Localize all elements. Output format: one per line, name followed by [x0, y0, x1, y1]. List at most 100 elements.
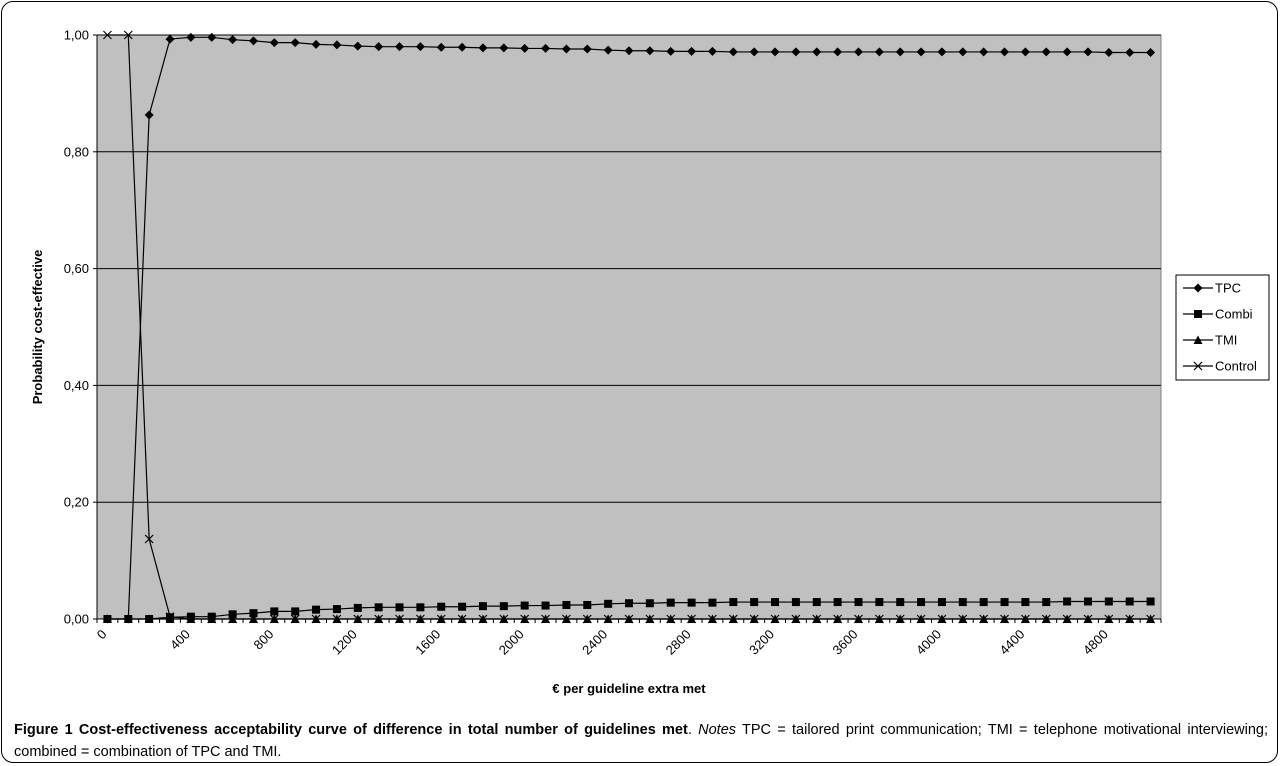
x-tick-label: 1200 — [329, 627, 360, 658]
data-point — [645, 614, 655, 624]
data-point — [604, 599, 613, 608]
data-point — [728, 47, 738, 57]
data-point — [1193, 335, 1203, 344]
data-point — [541, 601, 550, 610]
data-point — [520, 601, 529, 610]
notes-label: Notes — [698, 722, 737, 738]
data-point — [1083, 614, 1093, 624]
data-point — [687, 598, 696, 607]
data-point — [374, 42, 384, 52]
y-tick-label: 0,40 — [64, 378, 89, 393]
series-group — [102, 30, 1156, 624]
data-point — [541, 614, 550, 624]
data-point-stroke — [812, 614, 822, 624]
data-point — [979, 614, 989, 624]
data-point — [625, 599, 633, 608]
data-point-stroke — [123, 30, 133, 40]
data-point — [103, 30, 112, 40]
legend-entry: TMI — [1215, 333, 1237, 348]
x-tick-label: 3600 — [830, 627, 861, 658]
data-point — [833, 47, 843, 57]
data-point-stroke — [478, 614, 488, 624]
data-point-stroke — [1193, 361, 1203, 371]
data-point — [186, 32, 196, 42]
y-tick-labels: 0,00 0,20 0,40 0,60 0,80 1,00 — [64, 28, 89, 627]
data-point — [1104, 597, 1113, 606]
data-point-stroke — [332, 614, 342, 624]
data-point — [207, 32, 217, 42]
data-point — [979, 47, 989, 57]
x-tick-label: 800 — [251, 627, 277, 653]
data-point — [520, 43, 530, 53]
data-point — [833, 598, 842, 607]
data-point — [312, 605, 321, 614]
data-point — [165, 612, 175, 622]
data-point — [1020, 614, 1030, 624]
data-point — [290, 38, 300, 48]
data-point-stroke — [770, 614, 780, 624]
data-point-stroke — [1020, 614, 1030, 624]
data-point — [1104, 48, 1114, 58]
data-point — [707, 46, 717, 56]
x-axis-title: € per guideline extra met — [552, 681, 706, 696]
data-point — [458, 602, 467, 611]
data-point-stroke — [1125, 614, 1135, 624]
data-point — [1193, 361, 1203, 371]
data-point — [436, 614, 446, 624]
data-point-stroke — [958, 614, 968, 624]
data-point — [791, 614, 801, 624]
data-point — [395, 614, 404, 624]
data-point-stroke — [687, 614, 697, 624]
data-point — [1041, 614, 1051, 624]
series-tpc — [102, 32, 1156, 624]
data-point — [123, 614, 133, 623]
data-point — [165, 614, 175, 623]
legend-entry: Combi — [1215, 307, 1253, 322]
data-point — [374, 614, 384, 624]
data-point — [1000, 47, 1010, 57]
data-point-stroke — [833, 614, 843, 624]
data-point — [1062, 614, 1072, 624]
data-point — [499, 602, 508, 611]
data-point — [102, 614, 112, 623]
data-point — [1146, 48, 1156, 58]
data-point-stroke — [520, 614, 530, 624]
data-point — [207, 614, 217, 624]
data-point — [311, 39, 321, 49]
data-point-stroke — [499, 614, 509, 624]
data-point — [248, 36, 258, 46]
data-point-stroke — [937, 614, 947, 624]
data-point — [374, 603, 383, 612]
data-point — [144, 534, 154, 544]
data-point — [728, 614, 738, 624]
data-point — [1125, 597, 1134, 606]
data-point — [853, 47, 863, 57]
data-point-stroke — [603, 614, 613, 624]
y-tick-label: 0,60 — [64, 261, 89, 276]
data-point — [791, 47, 801, 57]
data-point — [123, 30, 133, 40]
data-point — [1000, 614, 1009, 624]
data-point-stroke — [311, 614, 321, 624]
x-tick-label: 4800 — [1080, 627, 1111, 658]
data-point-stroke — [541, 614, 550, 624]
data-point — [917, 598, 926, 607]
data-point-stroke — [1062, 614, 1072, 624]
data-point — [1062, 47, 1072, 57]
data-point — [1146, 597, 1155, 606]
data-point — [666, 614, 676, 624]
data-point — [353, 614, 363, 624]
data-point-stroke — [395, 614, 404, 624]
data-point — [1021, 598, 1030, 607]
data-point — [1041, 47, 1051, 57]
data-point — [499, 614, 509, 624]
y-axis-title: Probability cost-effective — [30, 250, 45, 405]
legend-entry: Control — [1215, 359, 1257, 374]
data-point — [395, 603, 404, 612]
data-point — [561, 44, 571, 54]
data-point — [1125, 614, 1135, 624]
x-tick-label: 1600 — [412, 627, 443, 658]
data-point — [332, 614, 342, 624]
data-point — [478, 43, 488, 53]
